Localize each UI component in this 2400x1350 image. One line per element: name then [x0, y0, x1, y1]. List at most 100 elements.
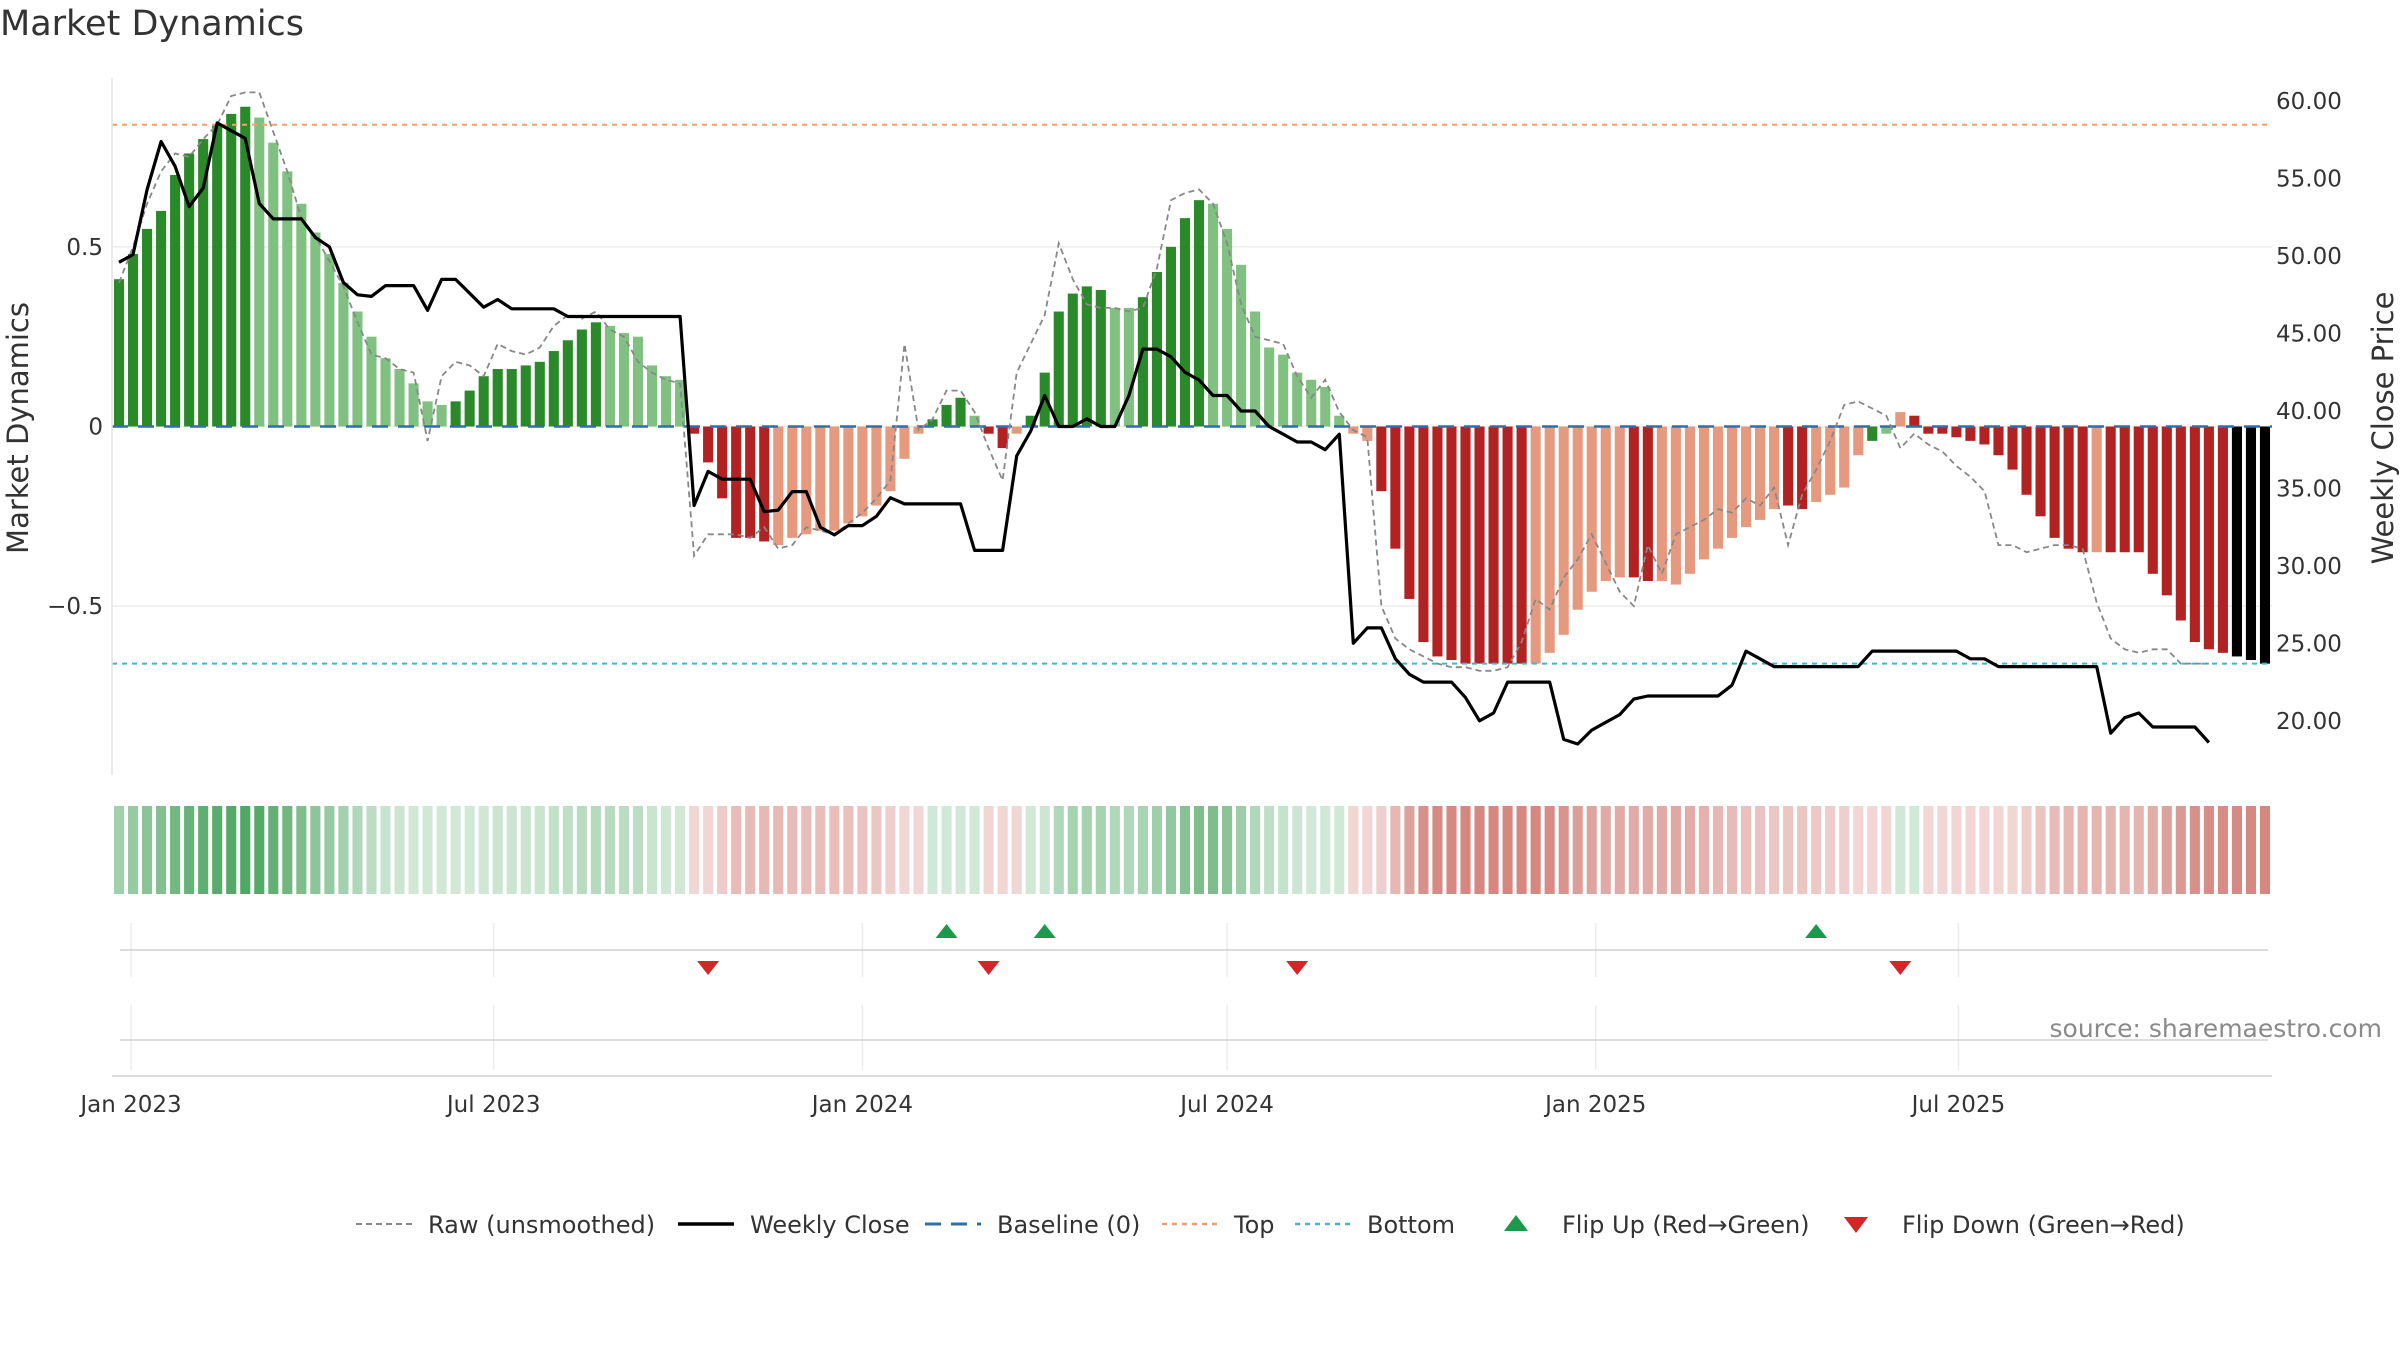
- regime-cell: [885, 806, 896, 894]
- regime-cell: [1544, 806, 1555, 894]
- dynamics-bar: [1811, 426, 1822, 502]
- regime-cell: [1923, 806, 1934, 894]
- legend-item: Flip Up (Red→Green): [1504, 1211, 1810, 1239]
- regime-cell: [170, 806, 181, 894]
- dynamics-bar: [941, 404, 952, 427]
- dynamics-bar: [2217, 426, 2228, 653]
- regime-cell: [1278, 806, 1289, 894]
- regime-cell: [1474, 806, 1485, 894]
- dynamics-bar: [478, 376, 489, 427]
- regime-cell: [324, 806, 335, 894]
- legend-label: Top: [1233, 1211, 1275, 1239]
- regime-cell: [422, 806, 433, 894]
- dynamics-bar: [1165, 246, 1177, 427]
- regime-cell: [2147, 806, 2158, 894]
- dynamics-bar: [1558, 426, 1569, 635]
- dynamics-bar: [394, 369, 405, 427]
- regime-cell: [632, 806, 644, 894]
- dynamics-bar: [660, 376, 672, 427]
- dynamics-bar: [1376, 426, 1387, 492]
- regime-cell: [2021, 806, 2032, 894]
- dynamics-bar: [632, 336, 644, 427]
- weekly-close-line: [118, 121, 2211, 746]
- dynamics-bar: [324, 254, 335, 427]
- regime-cell: [815, 806, 826, 894]
- regime-cell: [1572, 806, 1583, 894]
- regime-cell: [955, 806, 966, 894]
- regime-cell: [408, 806, 419, 894]
- legend-item: Weekly Close: [678, 1211, 910, 1239]
- regime-cell: [787, 806, 798, 894]
- regime-cell: [576, 806, 587, 894]
- regime-cell: [2133, 806, 2144, 894]
- dynamics-bar: [1839, 426, 1850, 488]
- dynamics-bar: [212, 124, 223, 427]
- flip-up-marker: [935, 924, 958, 938]
- flip-down-marker: [977, 961, 1000, 975]
- dynamics-bar: [1740, 426, 1752, 528]
- regime-cell: [1025, 806, 1036, 894]
- regime-cell: [310, 806, 321, 894]
- right-tick-label: 55.00: [2276, 167, 2342, 193]
- dynamics-bar: [1642, 426, 1653, 581]
- dynamics-bar: [815, 426, 826, 531]
- regime-cell: [646, 806, 658, 894]
- dynamics-bar: [2063, 426, 2074, 549]
- chart-title: Market Dynamics: [0, 4, 305, 44]
- dynamics-bar: [1236, 264, 1247, 427]
- dynamics-bar: [254, 117, 265, 427]
- dynamics-bar: [422, 401, 433, 427]
- regime-cell: [2231, 806, 2242, 894]
- dynamics-bar: [1951, 426, 1962, 438]
- dynamics-bar: [1446, 426, 1457, 661]
- dynamics-bar: [2077, 426, 2088, 553]
- dynamics-bar: [1193, 200, 1205, 427]
- dynamics-bar: [408, 383, 419, 427]
- dynamics-bar: [829, 426, 840, 531]
- dynamics-bar: [142, 228, 153, 427]
- dynamics-bar: [2245, 426, 2257, 661]
- regime-cell: [212, 806, 223, 894]
- dynamics-bar: [520, 365, 531, 427]
- regime-cell: [1460, 806, 1471, 894]
- regime-cell: [1965, 806, 1976, 894]
- regime-cell: [1011, 806, 1022, 894]
- regime-cell: [1207, 806, 1219, 894]
- dynamics-bar: [1993, 426, 2004, 456]
- dynamics-bar: [801, 426, 812, 535]
- regime-cell: [436, 806, 447, 894]
- regime-cell: [773, 806, 784, 894]
- regime-cell: [1881, 806, 1892, 894]
- legend: Raw (unsmoothed) Weekly Close Baseline (0)…: [356, 1211, 2185, 1239]
- dynamics-bar: [703, 426, 714, 463]
- dynamics-bar: [1502, 426, 1513, 664]
- regime-cell: [1797, 806, 1808, 894]
- regime-cell: [2105, 806, 2116, 894]
- dynamics-bar: [1460, 426, 1471, 664]
- regime-cell: [927, 806, 938, 894]
- right-tick-label: 25.00: [2276, 631, 2342, 657]
- regime-cell: [871, 806, 882, 894]
- dynamics-bar: [338, 282, 349, 427]
- regime-cell: [660, 806, 672, 894]
- dynamics-bar: [1600, 426, 1611, 581]
- regime-cell: [1179, 806, 1191, 894]
- dynamics-bar: [2035, 426, 2046, 517]
- dynamics-bar: [1095, 289, 1106, 427]
- regime-cell: [156, 806, 167, 894]
- dynamics-bar: [226, 113, 237, 427]
- dynamics-bar: [2007, 426, 2018, 470]
- regime-cell: [717, 806, 728, 894]
- dynamics-bar: [955, 397, 966, 427]
- regime-cell: [534, 806, 545, 894]
- regime-cell: [1586, 806, 1597, 894]
- regime-cell: [1839, 806, 1850, 894]
- regime-cell: [983, 806, 994, 894]
- dynamics-bar: [1067, 293, 1078, 427]
- regime-cell: [548, 806, 559, 894]
- legend-item: Raw (unsmoothed): [356, 1211, 655, 1239]
- dynamics-bar: [646, 365, 658, 427]
- regime-cell: [562, 806, 573, 894]
- regime-cell: [1600, 806, 1611, 894]
- dynamics-bar: [184, 153, 195, 427]
